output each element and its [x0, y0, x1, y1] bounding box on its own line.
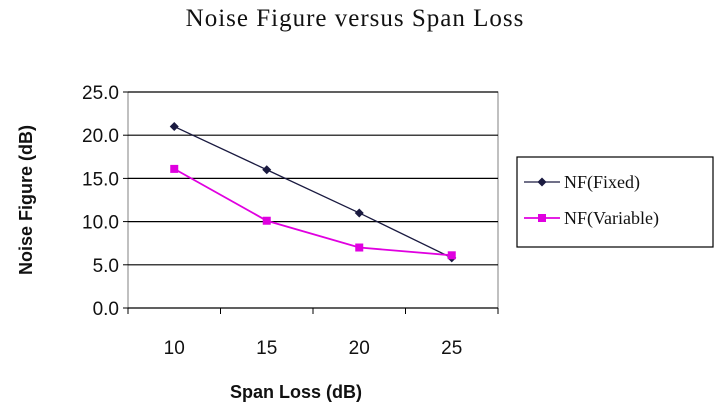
legend-box [516, 156, 714, 248]
data-point [170, 164, 179, 173]
data-point [169, 122, 179, 132]
y-tick-label: 5.0 [93, 256, 119, 277]
data-point [447, 251, 456, 260]
legend-marker [538, 214, 546, 222]
data-point [262, 216, 271, 225]
y-tick-label: 0.0 [93, 299, 119, 320]
y-tick-label: 15.0 [82, 169, 119, 190]
y-tick-label: 25.0 [82, 83, 119, 104]
chart-title: Noise Figure versus Span Loss [186, 5, 525, 32]
y-axis-ticks: 0.0 5.0 10.0 15.0 20.0 25.0 [82, 83, 128, 320]
data-point [354, 208, 364, 218]
legend-label: NF(Fixed) [564, 172, 640, 193]
data-point [355, 243, 364, 252]
plot-border [127, 91, 499, 309]
y-tick-label: 10.0 [82, 213, 119, 234]
series-2 [170, 164, 456, 260]
x-tick-label: 25 [441, 338, 462, 359]
data-point [262, 165, 272, 175]
gridlines [128, 91, 498, 266]
y-axis-label: Noise Figure (dB) [16, 125, 36, 275]
series-1 [169, 122, 457, 263]
series-line [173, 168, 452, 257]
series-line [173, 125, 453, 259]
legend-label: NF(Variable) [564, 208, 659, 229]
x-axis-label: Span Loss (dB) [230, 382, 362, 402]
x-tick-label: 15 [256, 338, 277, 359]
y-tick-label: 20.0 [82, 126, 119, 147]
x-tick-label: 10 [164, 338, 185, 359]
plot-area [127, 91, 499, 309]
x-tick-label: 20 [349, 338, 370, 359]
series-layer [169, 122, 457, 263]
legend: NF(Fixed) NF(Variable) [516, 156, 714, 248]
x-axis-ticks: 10 15 20 25 [127, 307, 499, 359]
legend-marker [537, 177, 547, 187]
